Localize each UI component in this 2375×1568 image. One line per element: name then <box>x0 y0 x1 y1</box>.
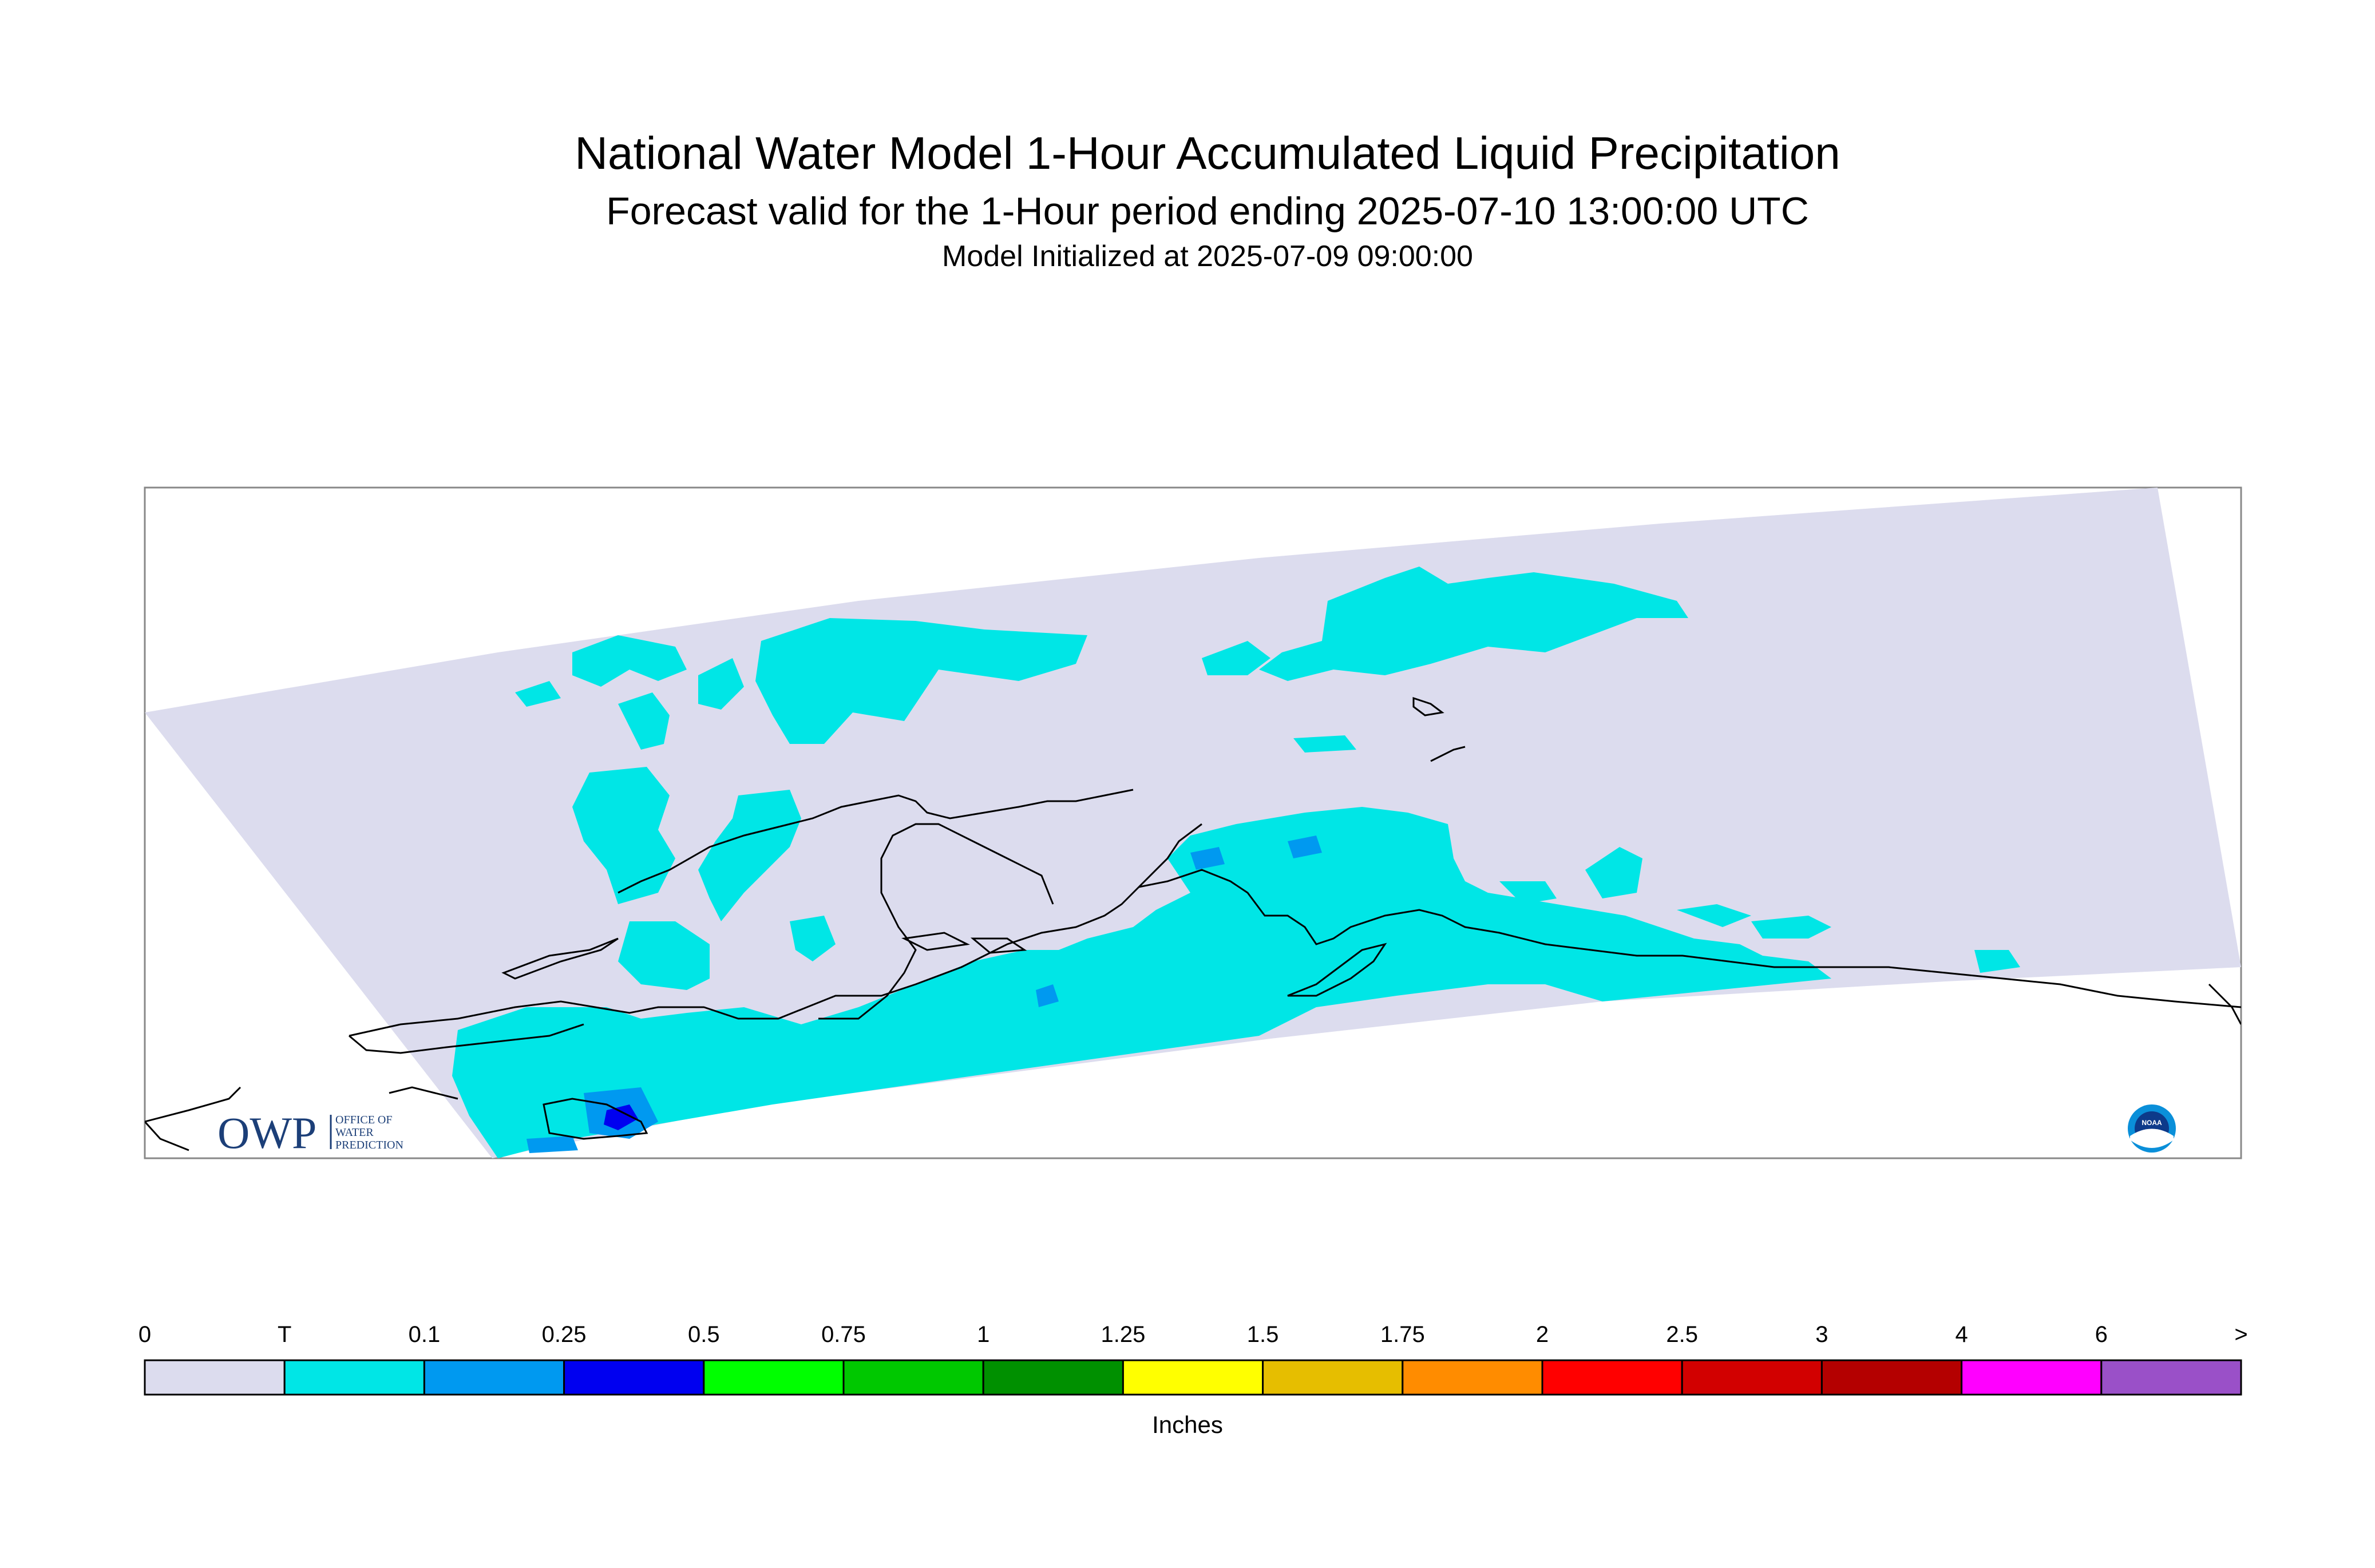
legend-swatch <box>2100 1359 2242 1396</box>
model-init-line: Model Initialized at 2025-07-09 09:00:00 <box>942 240 1473 273</box>
legend-swatch <box>703 1359 845 1396</box>
noaa-logo-icon: NOAA <box>2128 1104 2176 1153</box>
legend-swatch <box>1961 1359 2103 1396</box>
owp-logo-text: OWP <box>217 1108 316 1158</box>
light-precip-layer <box>527 836 1322 1153</box>
legend-units-label: Inches <box>1152 1411 1223 1438</box>
legend-tick-label: 0.5 <box>688 1322 720 1347</box>
legend-swatch <box>423 1359 565 1396</box>
legend-tick-label: 1 <box>977 1322 989 1347</box>
legend-tick-label: 0.75 <box>821 1322 866 1347</box>
legend-swatch <box>1262 1359 1404 1396</box>
legend-tick-label: T <box>278 1322 291 1347</box>
legend-swatch <box>1681 1359 1823 1396</box>
legend-swatch <box>842 1359 984 1396</box>
map-subtitle: Forecast valid for the 1-Hour period end… <box>606 189 1809 233</box>
coastline-layer <box>145 696 2241 1151</box>
legend-swatch <box>283 1359 425 1396</box>
legend-tick-label: 4 <box>1955 1322 1968 1347</box>
legend-tick-label: 1.5 <box>1247 1322 1279 1347</box>
owp-logo: OWP OFFICE OF WATER PREDICTION <box>217 1108 403 1158</box>
legend-tick-label: 2 <box>1536 1322 1549 1347</box>
owp-logo-line2: WATER <box>335 1126 374 1139</box>
legend-tick-label: 2.5 <box>1666 1322 1698 1347</box>
legend-tick-label: > <box>2234 1322 2247 1347</box>
noaa-logo-text: NOAA <box>2142 1119 2162 1127</box>
legend-swatch <box>982 1359 1124 1396</box>
legend-tick-label: 1.25 <box>1101 1322 1145 1347</box>
trace-precip-layer <box>452 567 2020 1158</box>
owp-logo-line3: PREDICTION <box>335 1139 403 1151</box>
owp-logo-line1: OFFICE OF <box>335 1114 392 1126</box>
legend-swatch <box>1541 1359 1683 1396</box>
legend-tick-label: 1.75 <box>1380 1322 1425 1347</box>
legend-swatch <box>563 1359 705 1396</box>
map-title: National Water Model 1-Hour Accumulated … <box>575 128 1840 179</box>
heavy-precip-layer <box>604 1104 638 1130</box>
legend-tick-label: 0.25 <box>542 1322 587 1347</box>
legend-swatch <box>144 1359 286 1396</box>
legend-tick-label: 6 <box>2095 1322 2108 1347</box>
legend-tick-label: 3 <box>1815 1322 1828 1347</box>
legend-swatch <box>1402 1359 1543 1396</box>
legend-swatch <box>1122 1359 1264 1396</box>
legend-tick-label: 0 <box>138 1322 151 1347</box>
legend-swatch <box>1820 1359 1963 1396</box>
legend-tick-label: 0.1 <box>409 1322 441 1347</box>
